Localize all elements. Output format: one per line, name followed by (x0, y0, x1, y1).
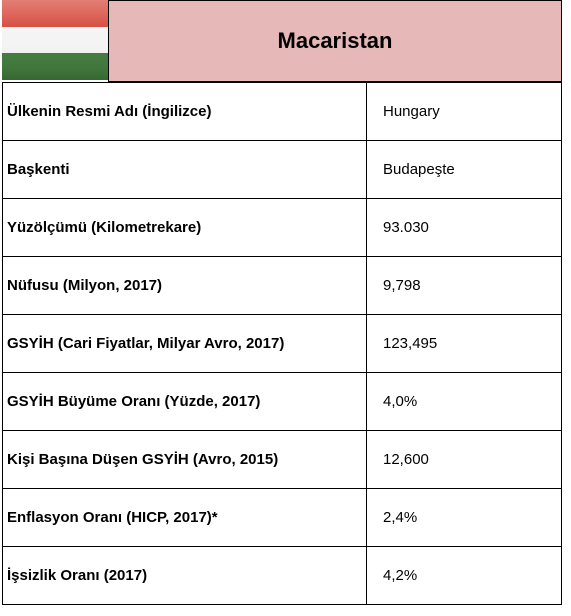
table-row: GSYİH Büyüme Oranı (Yüzde, 2017) 4,0% (2, 372, 562, 431)
row-label: GSYİH (Cari Fiyatlar, Milyar Avro, 2017) (2, 314, 367, 373)
row-label: GSYİH Büyüme Oranı (Yüzde, 2017) (2, 372, 367, 431)
table-row: Ülkenin Resmi Adı (İngilizce) Hungary (2, 82, 562, 141)
row-label: İşsizlik Oranı (2017) (2, 546, 367, 605)
row-label: Kişi Başına Düşen GSYİH (Avro, 2015) (2, 430, 367, 489)
row-label: Nüfusu (Milyon, 2017) (2, 256, 367, 315)
row-value: 2,4% (366, 488, 562, 547)
table-row: Enflasyon Oranı (HICP, 2017)* 2,4% (2, 488, 562, 547)
table-row: Başkenti Budapeşte (2, 140, 562, 199)
title: Macaristan (108, 0, 562, 82)
table-row: Kişi Başına Düşen GSYİH (Avro, 2015) 12,6… (2, 430, 562, 489)
row-value: 9,798 (366, 256, 562, 315)
row-value: 12,600 (366, 430, 562, 489)
hungary-flag (2, 0, 108, 80)
row-value: 4,2% (366, 546, 562, 605)
table-row: İşsizlik Oranı (2017) 4,2% (2, 546, 562, 605)
row-label: Ülkenin Resmi Adı (İngilizce) (2, 82, 367, 141)
row-value: 4,0% (366, 372, 562, 431)
row-value: Budapeşte (366, 140, 562, 199)
row-value: 93.030 (366, 198, 562, 257)
table-row: GSYİH (Cari Fiyatlar, Milyar Avro, 2017)… (2, 314, 562, 373)
info-table: Ülkenin Resmi Adı (İngilizce) Hungary Başk… (2, 82, 562, 605)
row-value: 123,495 (366, 314, 562, 373)
row-label: Yüzölçümü (Kilometrekare) (2, 198, 367, 257)
table-row: Nüfusu (Milyon, 2017) 9,798 (2, 256, 562, 315)
row-label: Enflasyon Oranı (HICP, 2017)* (2, 488, 367, 547)
row-value: Hungary (366, 82, 562, 141)
table-row: Yüzölçümü (Kilometrekare) 93.030 (2, 198, 562, 257)
row-label: Başkenti (2, 140, 367, 199)
